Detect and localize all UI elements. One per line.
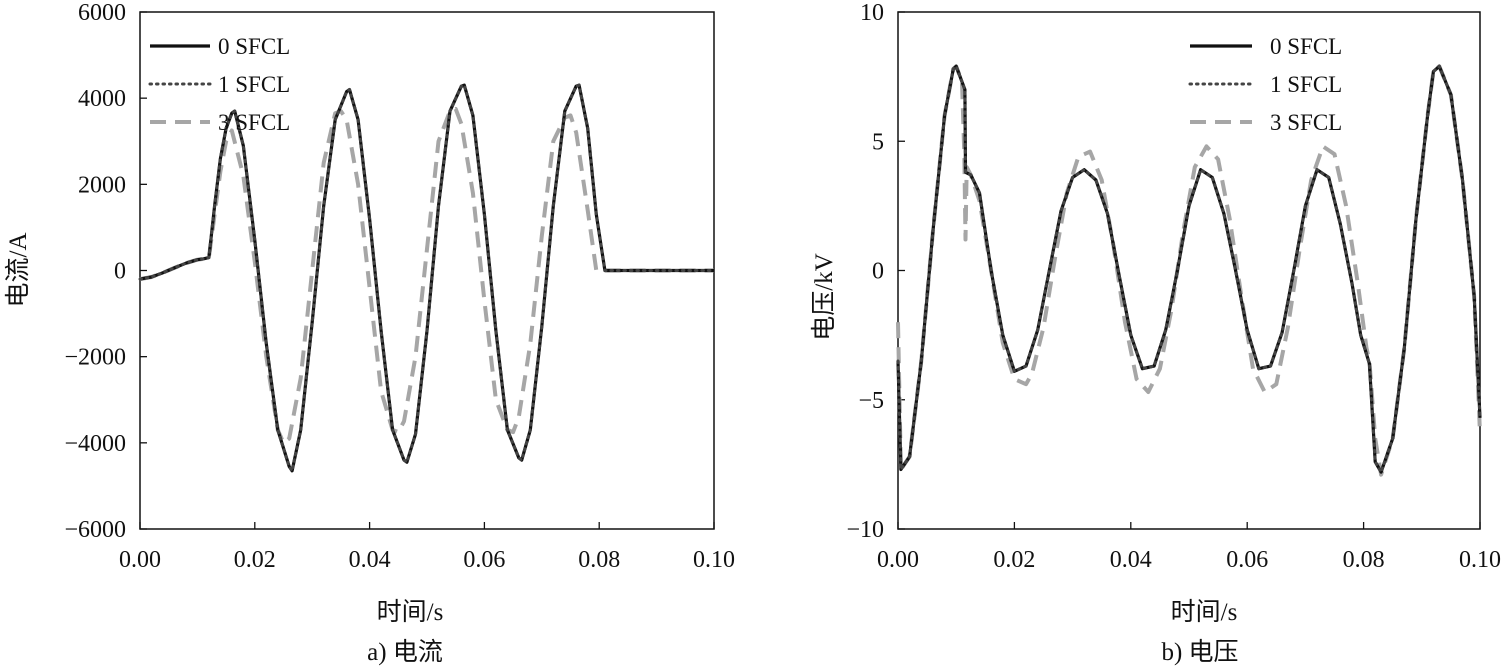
ticks-current: 0.00 0.02 0.04 0.06 0.08 0.10 −6000 −4000 −2000 0… [64, 0, 735, 573]
x-tick-label: 0.10 [1459, 547, 1501, 573]
x-axis-label-voltage: 时间/s [1171, 598, 1238, 626]
series-line-3-sfcl [139, 106, 714, 445]
x-tick-label: 0.02 [234, 547, 276, 573]
y-tick-label: 2000 [78, 172, 126, 198]
x-tick-label: 0.02 [993, 547, 1035, 573]
y-tick-label: −6000 [64, 517, 126, 543]
y-tick-label: 0 [114, 259, 126, 285]
legend-label: 3 SFCL [218, 110, 290, 135]
y-tick-label: 10 [860, 0, 884, 26]
x-tick-label: 0.04 [349, 547, 391, 573]
legend-label: 1 SFCL [218, 72, 290, 97]
legend-voltage: 0 SFCL 1 SFCL 3 SFCL [1188, 34, 1342, 135]
series-line-1-sfcl [896, 64, 1482, 474]
y-tick-label: 6000 [78, 0, 126, 26]
y-tick-label: −2000 [64, 345, 126, 371]
x-tick-label: 0.06 [463, 547, 505, 573]
y-tick-label: −10 [846, 517, 884, 543]
series-voltage [896, 64, 1482, 477]
legend-label: 0 SFCL [218, 34, 290, 59]
x-tick-label: 0.00 [877, 547, 919, 573]
legend-label: 3 SFCL [1270, 110, 1342, 135]
series-line-1-sfcl [138, 83, 716, 473]
y-axis-label-voltage: 电压/kV [810, 253, 838, 341]
panel-voltage: 0.00 0.02 0.04 0.06 0.08 0.10 −10 −5 0 5 10 0 SFCL… [810, 0, 1501, 666]
series-current [138, 83, 716, 473]
ticks-voltage: 0.00 0.02 0.04 0.06 0.08 0.10 −10 −5 0 5 10 [846, 0, 1501, 573]
x-tick-label: 0.00 [119, 547, 161, 573]
x-tick-label: 0.06 [1226, 547, 1268, 573]
x-tick-label: 0.10 [693, 547, 735, 573]
legend-label: 0 SFCL [1270, 34, 1342, 59]
x-axis-label-current: 时间/s [377, 598, 444, 626]
y-tick-label: 4000 [78, 86, 126, 112]
legend-current: 0 SFCL 1 SFCL 3 SFCL [148, 34, 290, 135]
panel-current: 0.00 0.02 0.04 0.06 0.08 0.10 −6000 −4000 −2000 0… [4, 0, 735, 666]
caption-current: a) 电流 [367, 638, 443, 666]
plot-frame-voltage [897, 11, 1481, 530]
y-tick-label: 0 [872, 259, 884, 285]
y-tick-label: −5 [858, 388, 884, 414]
x-tick-label: 0.08 [578, 547, 620, 573]
caption-voltage: b) 电压 [1161, 638, 1238, 666]
series-line-3-sfcl [896, 64, 1482, 477]
y-axis-label-current: 电流/A [4, 232, 32, 307]
legend-label: 1 SFCL [1270, 72, 1342, 97]
y-tick-label: 5 [872, 129, 884, 155]
y-tick-label: −4000 [64, 431, 126, 457]
x-tick-label: 0.08 [1343, 547, 1385, 573]
x-tick-label: 0.04 [1110, 547, 1152, 573]
series-line-0-sfcl [896, 64, 1482, 474]
